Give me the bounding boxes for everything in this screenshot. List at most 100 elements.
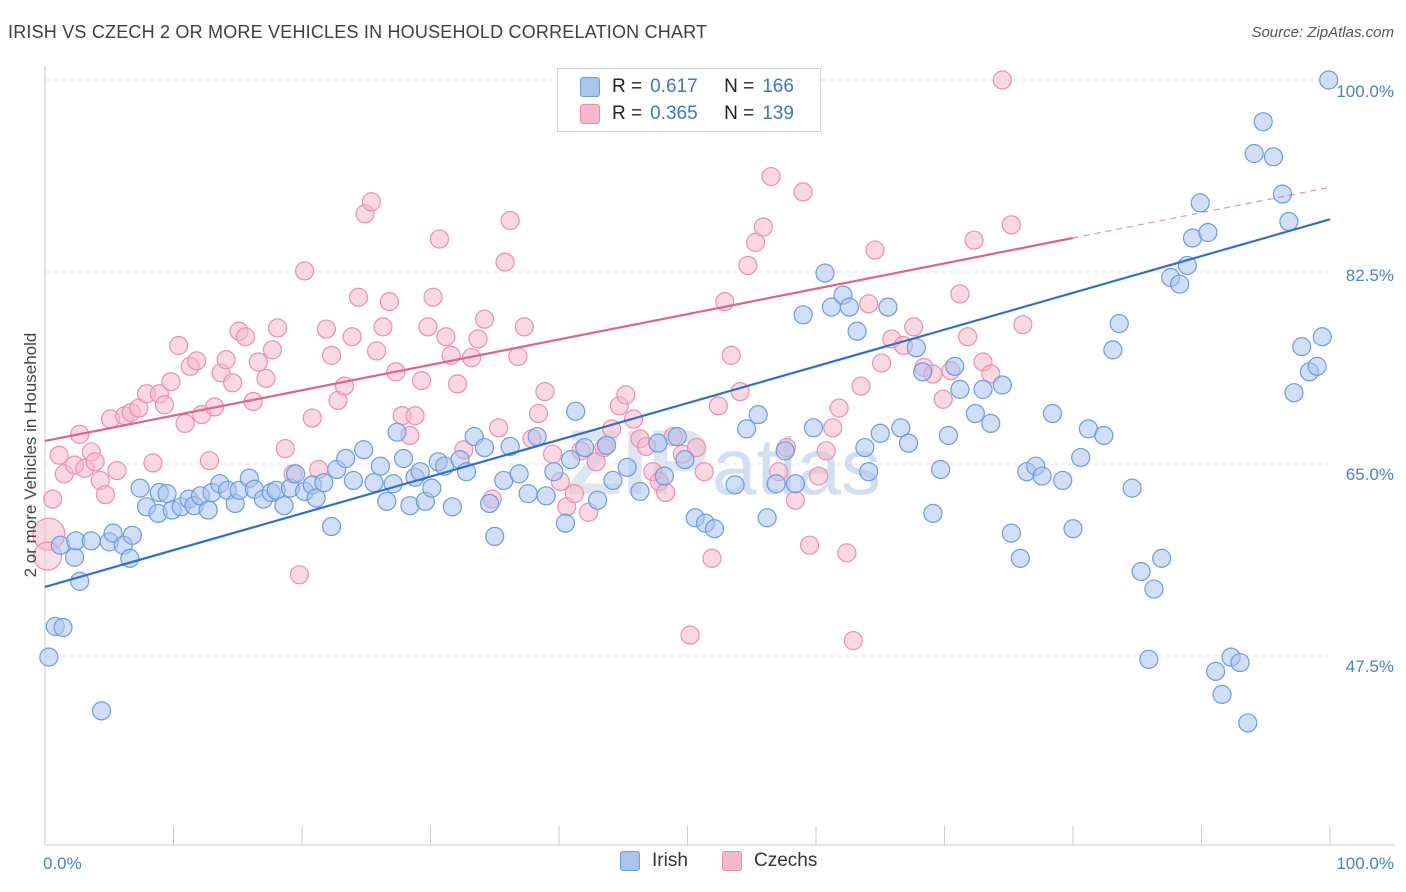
x-tick-label-1: 100.0% [1336,854,1394,873]
irish-point-76 [566,401,586,421]
irish-point-148 [1230,652,1250,673]
irish-point-152 [1263,147,1284,167]
irish-point-37 [285,464,306,484]
irish-point-13 [122,525,142,545]
irish-n-label: N = [724,76,755,97]
czech-point-88 [616,385,636,405]
irish-point-112 [923,503,943,523]
irish-point-150 [1244,143,1264,164]
irish-point-143 [1190,193,1210,213]
irish-point-97 [793,305,813,325]
czech-point-116 [823,418,843,438]
czech-n-value: 139 [762,103,794,124]
irish-point-114 [938,425,958,446]
irish-point-125 [1032,466,1052,486]
irish-point-64 [474,437,495,458]
irish-point-24 [198,500,218,520]
czech-point-36 [267,318,288,338]
czech-point-67 [468,329,488,349]
czech-point-132 [958,327,978,347]
irish-point-2 [53,617,73,638]
irish-point-135 [1131,561,1151,582]
irish-point-119 [981,413,1001,434]
legend-row-czechs: R = 0.365 N = 139 [580,102,794,126]
czech-point-19 [161,372,181,392]
czech-point-78 [542,444,563,464]
czech-point-62 [436,327,456,347]
irish-point-75 [560,450,581,470]
irish-point-110 [906,338,926,358]
irish-point-93 [757,508,777,528]
czech-point-59 [418,317,438,337]
irish-point-73 [544,462,564,482]
legend-row-irish: R = 0.617 N = 166 [580,75,794,99]
czech-point-51 [366,341,387,361]
czech-point-44 [321,345,342,365]
czech-point-53 [379,292,399,312]
irish-point-154 [1279,211,1299,232]
irish-point-82 [630,481,650,502]
czech-point-123 [871,353,892,373]
irish-point-94 [766,474,786,494]
x-tick-label-0: 0.0% [43,854,82,873]
czech-point-58 [411,371,432,391]
czech-point-113 [799,535,820,555]
irish-points [39,70,1339,733]
czech-point-136 [992,70,1012,90]
irish-point-104 [855,437,875,458]
irish-point-57 [422,478,442,498]
irish-point-145 [1206,661,1226,681]
czech-point-1 [49,445,69,465]
irish-point-129 [1071,447,1091,468]
czech-point-34 [256,368,276,389]
czech-point-29 [223,373,243,393]
czech-point-119 [843,631,863,651]
legend-czechs[interactable]: Czechs [722,850,817,872]
czech-point-72 [500,210,520,231]
czech-point-28 [216,350,236,370]
series-legend: Irish Czechs [0,850,1406,878]
czech-point-97 [680,625,700,645]
czech-point-52 [373,317,393,337]
irish-point-78 [587,490,608,510]
czech-point-33 [248,352,268,372]
legend-irish[interactable]: Irish [620,850,688,872]
chart-title: IRISH VS CZECH 2 OR MORE VEHICLES IN HOU… [8,22,708,42]
irish-point-49 [377,491,397,511]
irish-point-89 [704,519,725,539]
legend-irish-swatch [620,851,640,871]
czech-point-57 [405,406,425,426]
irish-point-151 [1253,112,1273,132]
czech-point-7 [85,452,105,472]
irish-point-138 [1152,548,1172,568]
czech-point-60 [423,287,443,307]
czech-point-100 [702,548,722,568]
irish-point-80 [603,470,623,491]
irish-point-113 [931,459,951,480]
irish-point-46 [354,440,374,460]
irish-point-134 [1122,478,1142,498]
irish-r-value: 0.617 [650,76,698,97]
irish-point-136 [1139,649,1159,669]
irish-point-118 [973,379,993,399]
czech-point-98 [686,437,707,458]
czech-point-25 [199,451,220,471]
irish-point-128 [1063,519,1083,539]
irish-point-137 [1144,579,1164,599]
czech-point-94 [656,482,676,503]
irish-point-84 [654,466,674,486]
irish-point-98 [803,418,824,438]
irish-point-91 [737,419,757,439]
irish-point-48 [370,456,390,476]
czech-point-122 [865,240,885,260]
czech-point-35 [262,340,283,360]
czech-point-103 [721,345,741,365]
irish-point-106 [870,423,890,443]
czech-points [32,70,1033,651]
irish-point-77 [575,437,595,458]
irish-point-95 [775,441,795,461]
czech-point-76 [528,403,549,424]
irish-point-71 [527,426,547,447]
irish-point-108 [891,418,911,438]
